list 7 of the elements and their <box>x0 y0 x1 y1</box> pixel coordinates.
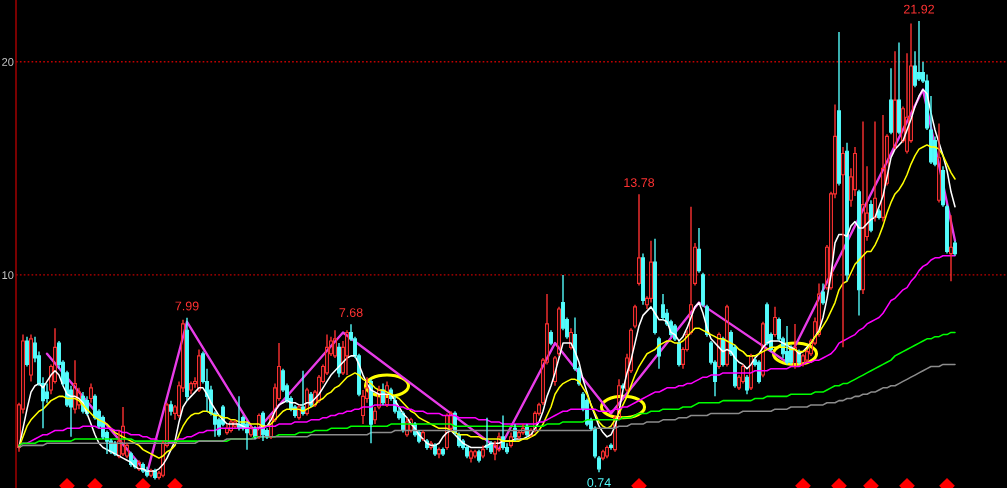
annotation: 7.99 <box>175 301 199 311</box>
annotation: 7.68 <box>339 308 363 318</box>
annotation: 13.78 <box>624 178 655 188</box>
y-tick-label: 10 <box>2 271 14 280</box>
annotation: 0.74 <box>587 478 611 487</box>
y-tick-label: 20 <box>2 58 14 66</box>
annotation: 21.92 <box>903 4 935 14</box>
